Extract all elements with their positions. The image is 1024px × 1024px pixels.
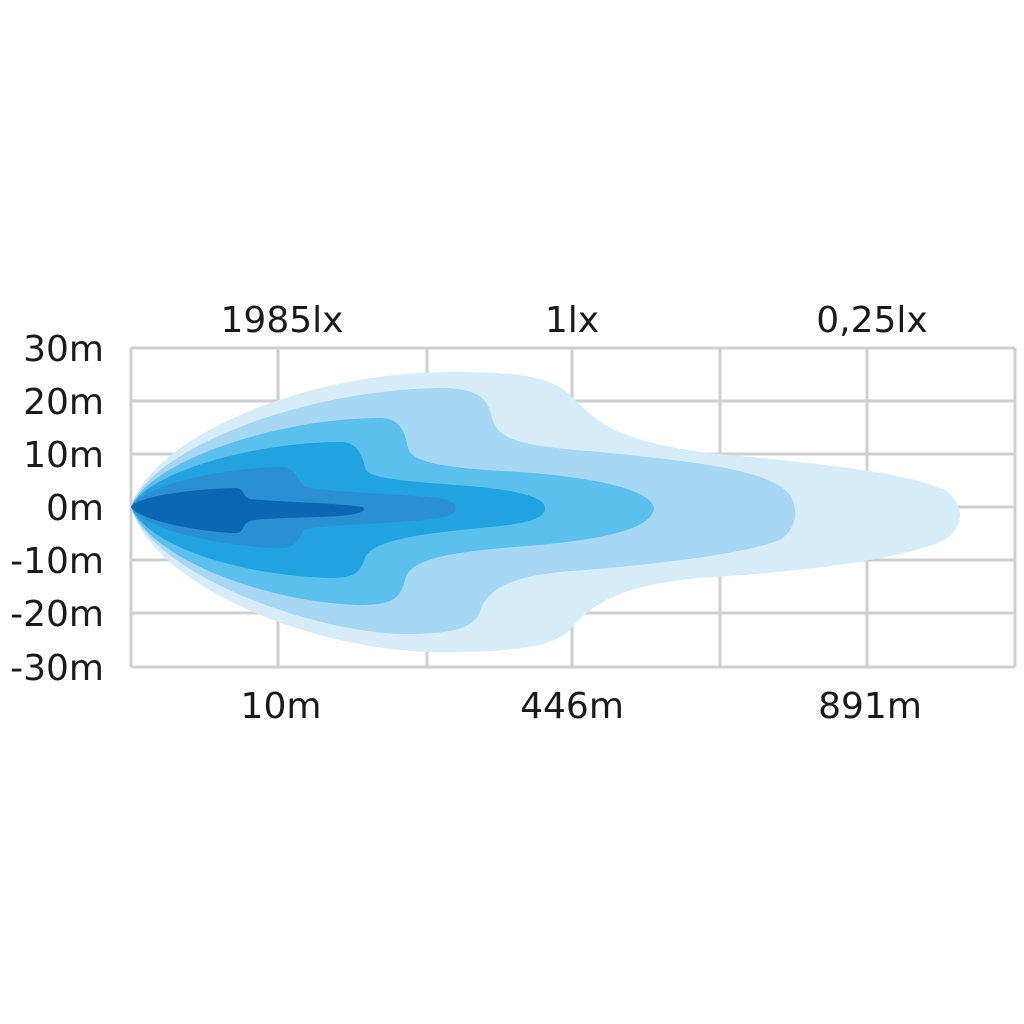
y-tick-label: 0m	[46, 488, 104, 529]
y-tick-label: 20m	[23, 382, 104, 423]
y-tick-label: -30m	[10, 648, 104, 689]
distance-label: 10m	[241, 686, 322, 727]
y-tick-label: 10m	[23, 435, 104, 476]
lux-label: 0,25lx	[816, 300, 927, 341]
y-tick-label: -10m	[10, 541, 104, 582]
y-tick-label: -20m	[10, 594, 104, 635]
top-lux-labels: 1985lx 1lx 0,25lx	[221, 300, 928, 341]
y-tick-label: 30m	[23, 329, 104, 370]
y-axis-labels: 30m 20m 10m 0m -10m -20m -30m	[10, 329, 104, 689]
distance-label: 891m	[818, 686, 922, 727]
distance-label: 446m	[520, 686, 624, 727]
lux-label: 1lx	[545, 300, 599, 341]
lux-label: 1985lx	[221, 300, 344, 341]
beam-zones	[131, 372, 960, 652]
bottom-distance-labels: 10m 446m 891m	[241, 686, 922, 727]
zone-6	[131, 488, 365, 533]
